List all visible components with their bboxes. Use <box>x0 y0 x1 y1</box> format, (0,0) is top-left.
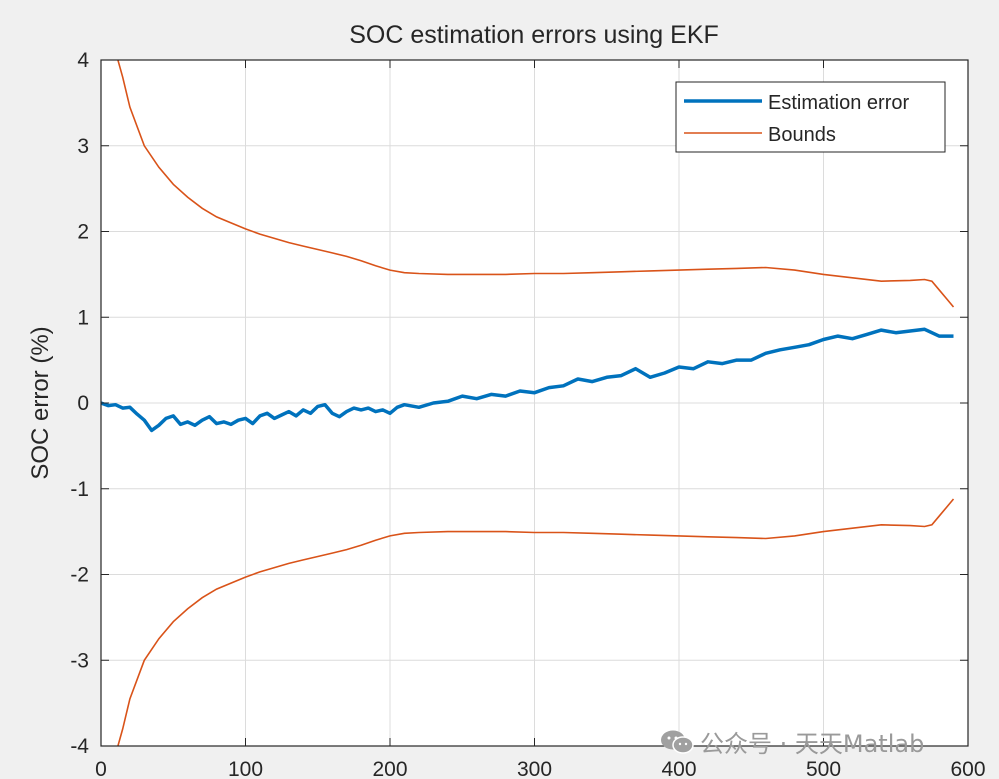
x-tick-label: 200 <box>372 758 407 779</box>
legend: Estimation error Bounds <box>675 81 946 153</box>
series-estimation-error-line <box>101 327 954 433</box>
wechat-icon <box>661 730 694 754</box>
series-bounds-lower-line <box>117 498 955 746</box>
tick-labels: -4 -3 -2 -1 0 1 2 3 4 0 100 200 300 400 500 600 <box>70 49 985 779</box>
x-tick-label: 300 <box>517 758 552 779</box>
legend-label-estimation-error: Estimation error <box>768 92 909 114</box>
x-tick-label: 0 <box>95 758 107 779</box>
y-tick-label: -2 <box>70 564 89 587</box>
legend-label-bounds: Bounds <box>768 124 836 146</box>
y-tick-label: -1 <box>70 478 89 501</box>
y-tick-label: 4 <box>77 49 89 72</box>
y-tick-label: 3 <box>77 135 89 158</box>
legend-box <box>675 81 946 153</box>
y-tick-label: 2 <box>77 221 89 244</box>
x-tick-label: 100 <box>228 758 263 779</box>
x-tick-label: 600 <box>950 758 985 779</box>
x-tick-label: 500 <box>806 758 841 779</box>
series-bounds-upper-line <box>117 60 955 308</box>
y-tick-label: 1 <box>77 306 89 329</box>
watermark: 公众号 · 天天Matlab <box>660 724 924 759</box>
x-tick-label: 400 <box>661 758 696 779</box>
series-lines <box>101 60 955 746</box>
chart-title: SOC estimation errors using EKF <box>349 21 719 49</box>
y-tick-label: 0 <box>77 392 89 415</box>
y-tick-label: -4 <box>70 735 89 758</box>
watermark-text: 公众号 · 天天Matlab <box>700 730 925 758</box>
y-axis-label: SOC error (%) <box>27 326 54 479</box>
y-tick-label: -3 <box>70 649 89 672</box>
